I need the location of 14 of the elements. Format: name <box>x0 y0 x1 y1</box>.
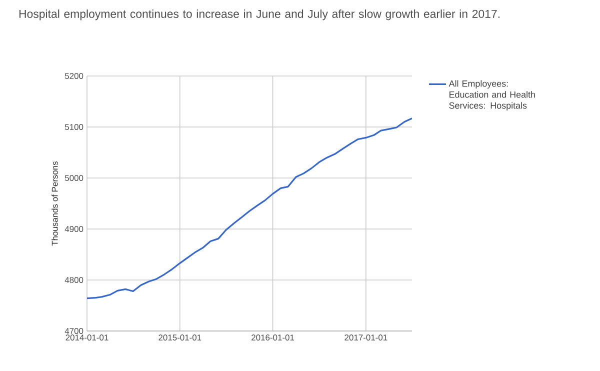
chart-title: Hospital employment continues to increase in June and July after slow growth earlier in 2017. <box>19 10 500 20</box>
x-tick-label: 2014-01-01 <box>66 334 108 341</box>
y-tick-label: 4700 <box>64 328 84 334</box>
x-tick-label: 2015-01-01 <box>158 334 202 341</box>
y-tick-label: 5000 <box>64 175 84 181</box>
y-axis-title: Thousands of Persons <box>52 161 58 246</box>
y-tick-label: 5200 <box>64 73 84 79</box>
line-series <box>87 118 412 300</box>
y-tick-label: 5100 <box>64 124 84 130</box>
legend-label: All Employees: Education and Health Services: Hospitals <box>448 80 535 110</box>
x-tick-label: 2016-01-01 <box>252 334 294 341</box>
y-tick-label: 4800 <box>64 277 84 283</box>
y-tick-label: 4900 <box>64 226 84 232</box>
x-tick-label: 2017-01-01 <box>344 334 388 341</box>
